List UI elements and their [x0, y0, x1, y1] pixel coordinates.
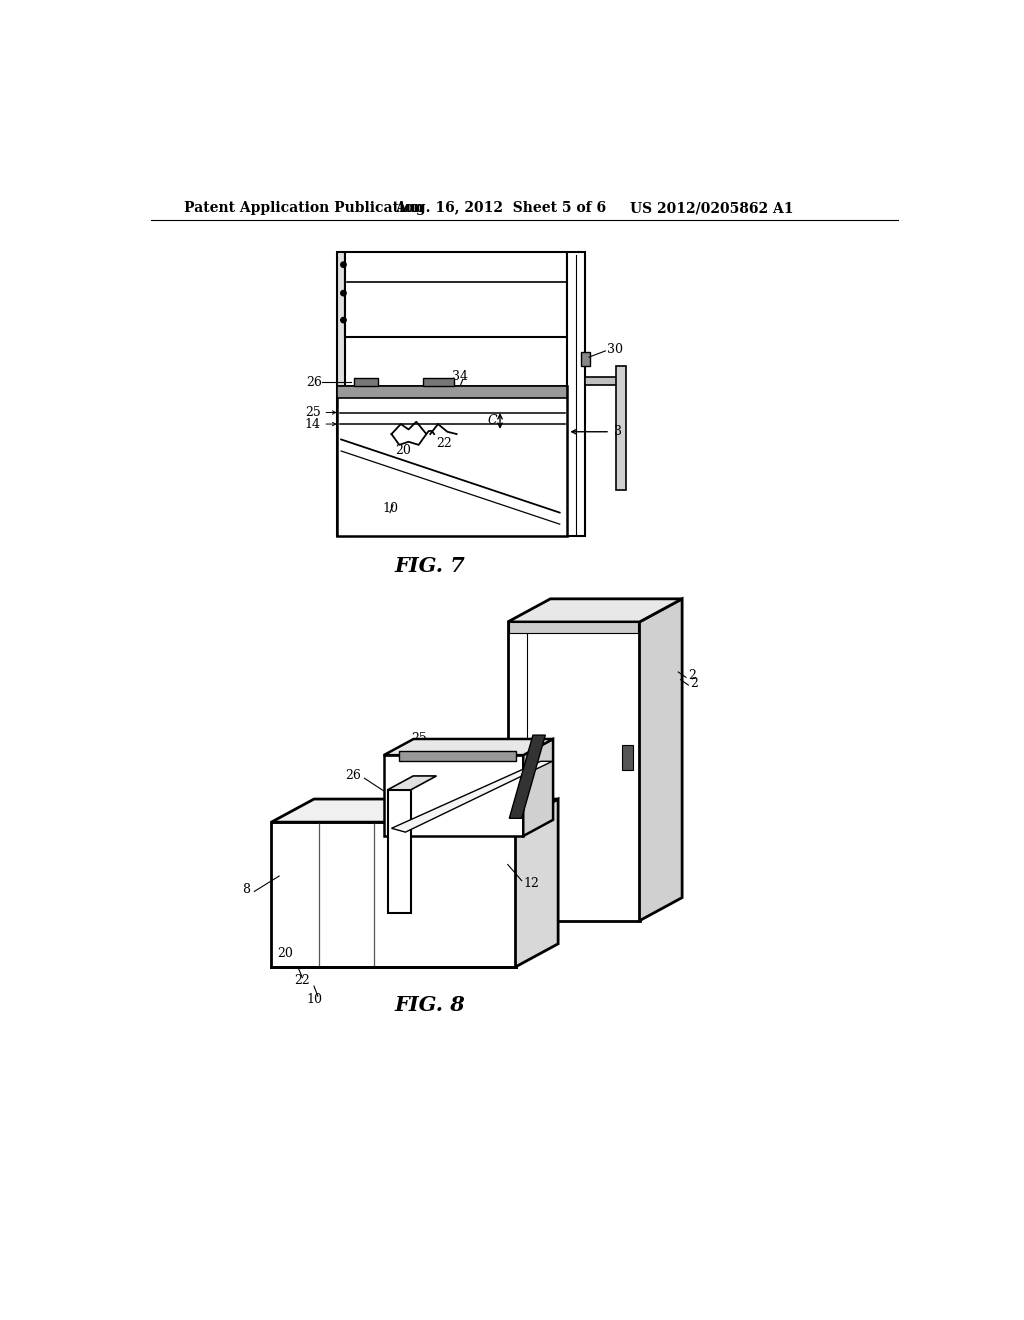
Polygon shape — [515, 799, 558, 966]
Polygon shape — [337, 385, 567, 397]
Text: FIG. 7: FIG. 7 — [395, 557, 466, 577]
Polygon shape — [271, 822, 515, 966]
Polygon shape — [616, 367, 626, 490]
Text: 25: 25 — [305, 407, 321, 418]
Polygon shape — [508, 599, 682, 622]
Text: 8: 8 — [242, 883, 250, 896]
Text: Patent Application Publication: Patent Application Publication — [183, 202, 424, 215]
Text: 2: 2 — [688, 669, 696, 682]
Polygon shape — [391, 762, 552, 832]
Polygon shape — [640, 599, 682, 921]
Text: 20: 20 — [278, 946, 294, 960]
Polygon shape — [388, 789, 411, 913]
Text: 3: 3 — [614, 425, 622, 438]
Polygon shape — [567, 252, 586, 536]
Polygon shape — [384, 739, 553, 755]
Text: 22: 22 — [436, 437, 453, 450]
Polygon shape — [337, 385, 567, 536]
Polygon shape — [345, 252, 567, 337]
Polygon shape — [271, 799, 558, 822]
Polygon shape — [384, 755, 523, 836]
Polygon shape — [523, 739, 553, 836]
Text: 10: 10 — [306, 993, 322, 1006]
Text: 30: 30 — [607, 343, 623, 356]
Text: C: C — [487, 414, 498, 428]
Text: 14: 14 — [305, 417, 321, 430]
Text: 2: 2 — [690, 677, 697, 690]
Polygon shape — [399, 751, 515, 762]
Polygon shape — [508, 622, 640, 921]
Circle shape — [341, 261, 346, 268]
Text: 10: 10 — [382, 502, 398, 515]
Text: 34: 34 — [452, 370, 468, 383]
Polygon shape — [582, 352, 590, 367]
Polygon shape — [423, 378, 454, 387]
Text: US 2012/0205862 A1: US 2012/0205862 A1 — [630, 202, 794, 215]
Polygon shape — [586, 378, 624, 385]
Text: 22: 22 — [295, 974, 310, 987]
Text: FIG. 8: FIG. 8 — [395, 995, 466, 1015]
Text: 12: 12 — [523, 878, 539, 890]
Polygon shape — [623, 744, 633, 770]
Text: Aug. 16, 2012  Sheet 5 of 6: Aug. 16, 2012 Sheet 5 of 6 — [395, 202, 606, 215]
Circle shape — [341, 317, 346, 323]
Polygon shape — [337, 252, 345, 536]
Text: 25: 25 — [411, 731, 427, 744]
Polygon shape — [354, 378, 378, 387]
Text: 20: 20 — [395, 445, 412, 458]
Circle shape — [341, 290, 346, 296]
Text: 14: 14 — [395, 812, 412, 825]
Text: 26: 26 — [306, 376, 323, 389]
Polygon shape — [509, 622, 638, 632]
Polygon shape — [388, 776, 436, 789]
Text: 26: 26 — [345, 770, 360, 783]
Polygon shape — [509, 735, 546, 818]
Text: 18: 18 — [423, 776, 438, 788]
